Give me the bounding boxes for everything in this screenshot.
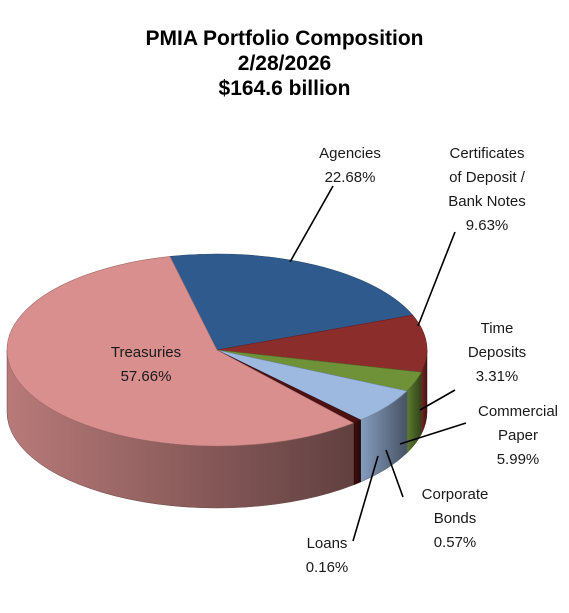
slice-label-line: 5.99%: [497, 451, 540, 468]
slice-label-line: Certificates: [449, 145, 524, 162]
slice-label-commercial-paper: Commercial Paper 5.99%: [478, 403, 558, 468]
slice-label-line: 9.63%: [466, 217, 509, 234]
pie-slice-agencies: [169, 253, 414, 351]
pie-slice-treasuries: [6, 256, 355, 447]
slice-label-treasuries: Treasuries 57.66%: [111, 344, 181, 385]
leader-line-agencies: [289, 185, 334, 263]
chart-title: PMIA Portfolio Composition 2/28/2026 $16…: [0, 26, 569, 101]
pie-side-corporate-bonds: [354, 419, 361, 485]
slice-label-certificates-of-deposit-bank-notes: Certificates of Deposit / Bank Notes 9.63%: [448, 145, 526, 234]
leader-line-loans: [352, 455, 379, 542]
slice-label-line: of Deposit /: [449, 169, 526, 186]
leader-line-corporate-bonds: [385, 449, 404, 498]
slice-label-line: Bank Notes: [448, 193, 526, 210]
leader-line-certificates-of-deposit-bank-notes: [417, 231, 456, 327]
slice-label-line: 0.16%: [306, 559, 349, 576]
pie-side-walls: [6, 349, 428, 509]
slice-label-corporate-bonds: Corporate Bonds 0.57%: [422, 486, 489, 551]
slice-label-line: Corporate: [422, 486, 489, 503]
slice-label-line: 22.68%: [325, 169, 376, 186]
slice-label-line: Time: [481, 320, 514, 337]
leader-line-time-deposits: [419, 389, 456, 411]
slice-label-line: Bonds: [434, 510, 477, 527]
leader-line-commercial-paper: [399, 422, 467, 445]
slice-label-line: Commercial: [478, 403, 558, 420]
slice-label-time-deposits: Time Deposits 3.31%: [468, 320, 526, 385]
title-line-1: PMIA Portfolio Composition: [145, 27, 424, 50]
slice-label-line: Deposits: [468, 344, 526, 361]
slice-label-line: Paper: [498, 427, 538, 444]
slice-label-line: 3.31%: [476, 368, 519, 385]
slice-label-line: 57.66%: [121, 368, 172, 385]
title-line-2: 2/28/2026: [237, 52, 332, 75]
pie-slice-certificates-of-deposit-bank-notes: [216, 314, 428, 373]
slice-label-line: Loans: [307, 535, 348, 552]
slice-label-agencies: Agencies 22.68%: [319, 145, 381, 186]
pie-top-faces: [6, 253, 428, 447]
slice-label-line: Treasuries: [111, 344, 181, 361]
title-line-3: $164.6 billion: [218, 77, 351, 100]
slice-label-line: Agencies: [319, 145, 381, 162]
slice-labels: Agencies 22.68% Certificates of Deposit / Ba…: [111, 145, 558, 576]
slice-label-loans: Loans 0.16%: [306, 535, 349, 576]
slice-label-line: 0.57%: [434, 534, 477, 551]
